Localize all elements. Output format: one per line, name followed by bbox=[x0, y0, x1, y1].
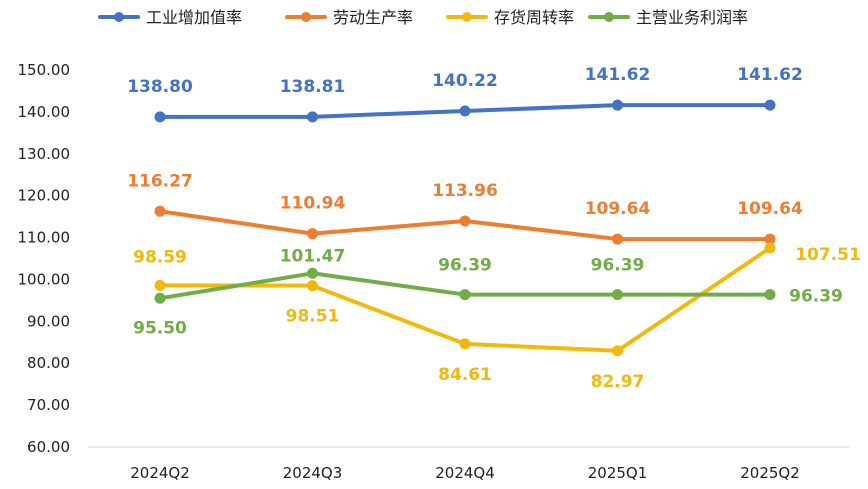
data-label: 141.62 bbox=[585, 65, 651, 85]
legend-item: 主营业务利润率 bbox=[588, 8, 748, 27]
y-tick-label: 100.00 bbox=[18, 270, 71, 288]
legend-item: 劳动生产率 bbox=[285, 8, 413, 27]
series-lines bbox=[154, 99, 776, 357]
data-label: 96.39 bbox=[438, 256, 492, 276]
data-point bbox=[154, 205, 166, 217]
data-point bbox=[307, 280, 318, 292]
x-tick-label: 2024Q2 bbox=[130, 464, 190, 482]
data-point bbox=[307, 228, 318, 240]
data-label: 109.64 bbox=[737, 199, 803, 219]
data-point bbox=[612, 99, 623, 111]
data-label: 107.51 bbox=[795, 245, 861, 265]
legend-marker bbox=[114, 12, 124, 22]
legend-item: 工业增加值率 bbox=[98, 8, 242, 27]
y-tick-label: 90.00 bbox=[27, 312, 70, 330]
legend-label: 工业增加值率 bbox=[146, 8, 242, 27]
x-tick-label: 2024Q3 bbox=[283, 464, 343, 482]
legend-marker bbox=[462, 12, 472, 22]
data-label: 98.51 bbox=[286, 307, 340, 327]
data-label: 96.39 bbox=[789, 287, 843, 307]
legend-label: 主营业务利润率 bbox=[636, 8, 748, 27]
data-point bbox=[764, 289, 776, 301]
data-label: 82.97 bbox=[591, 372, 645, 392]
series-group bbox=[154, 242, 776, 357]
y-tick-label: 150.00 bbox=[18, 61, 71, 79]
data-label: 96.39 bbox=[591, 256, 645, 276]
y-tick-label: 140.00 bbox=[18, 103, 71, 121]
data-point bbox=[459, 215, 471, 227]
data-point bbox=[764, 99, 776, 111]
y-tick-label: 70.00 bbox=[27, 396, 70, 414]
y-tick-label: 120.00 bbox=[18, 187, 71, 205]
series-group bbox=[154, 267, 776, 304]
x-axis: 2024Q2 2024Q3 2024Q4 2025Q1 2025Q2 bbox=[130, 464, 800, 482]
data-label: 140.22 bbox=[432, 71, 498, 91]
legend-label: 劳动生产率 bbox=[333, 8, 413, 27]
x-tick-label: 2025Q2 bbox=[740, 464, 800, 482]
legend-label: 存货周转率 bbox=[494, 8, 574, 27]
data-point bbox=[307, 267, 318, 279]
series-group bbox=[154, 99, 776, 123]
data-label: 138.80 bbox=[127, 77, 193, 97]
y-tick-label: 130.00 bbox=[18, 145, 71, 163]
data-point bbox=[459, 338, 471, 350]
data-label: 110.94 bbox=[280, 194, 346, 214]
data-label: 101.47 bbox=[280, 246, 346, 266]
series-group bbox=[154, 205, 776, 245]
y-tick-label: 60.00 bbox=[27, 438, 70, 456]
data-label: 84.61 bbox=[438, 365, 492, 385]
data-label: 109.64 bbox=[585, 199, 651, 219]
data-label: 141.62 bbox=[737, 65, 803, 85]
data-label: 113.96 bbox=[432, 181, 498, 201]
data-label: 116.27 bbox=[127, 171, 193, 191]
data-label: 98.59 bbox=[133, 247, 187, 267]
data-point bbox=[612, 345, 623, 357]
data-point bbox=[764, 233, 776, 245]
data-labels: 138.80 138.81 140.22 141.62 141.62 116.27 110.… bbox=[127, 65, 861, 392]
y-tick-label: 80.00 bbox=[27, 354, 70, 372]
data-point bbox=[764, 242, 776, 254]
legend: 工业增加值率 劳动生产率 存货周转率 主营业务利润率 bbox=[98, 8, 748, 27]
data-label: 138.81 bbox=[280, 77, 346, 97]
data-point bbox=[612, 233, 623, 245]
x-tick-label: 2025Q1 bbox=[588, 464, 648, 482]
y-axis: 150.00 140.00 130.00 120.00 110.00 100.00 90.0… bbox=[18, 61, 71, 456]
data-point bbox=[154, 279, 166, 291]
legend-marker bbox=[604, 12, 614, 22]
data-point bbox=[612, 289, 623, 301]
data-point bbox=[154, 292, 166, 304]
data-point bbox=[459, 105, 471, 117]
data-label: 95.50 bbox=[133, 318, 187, 338]
data-point bbox=[154, 111, 166, 123]
legend-marker bbox=[301, 12, 311, 22]
y-tick-label: 110.00 bbox=[18, 229, 71, 247]
data-point bbox=[307, 111, 318, 123]
x-tick-label: 2024Q4 bbox=[435, 464, 495, 482]
data-point bbox=[459, 289, 471, 301]
legend-item: 存货周转率 bbox=[446, 8, 574, 27]
